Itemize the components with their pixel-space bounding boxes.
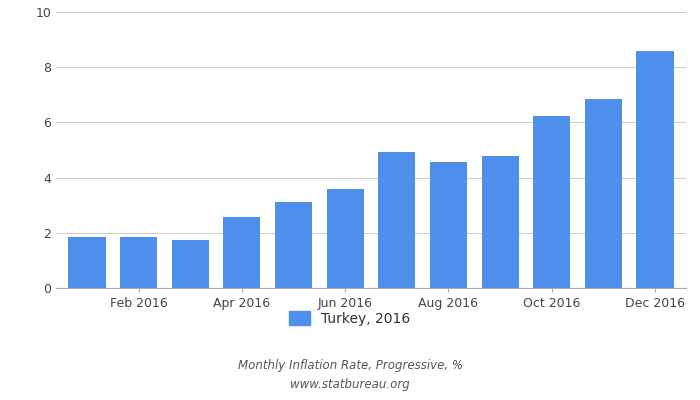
- Bar: [636, 52, 673, 288]
- Bar: [120, 237, 158, 288]
- Bar: [172, 240, 209, 288]
- Bar: [482, 156, 519, 288]
- Bar: [327, 189, 364, 288]
- Text: www.statbureau.org: www.statbureau.org: [290, 378, 410, 391]
- Bar: [430, 162, 467, 288]
- Bar: [69, 237, 106, 288]
- Bar: [584, 100, 622, 288]
- Bar: [275, 202, 312, 288]
- Text: Monthly Inflation Rate, Progressive, %: Monthly Inflation Rate, Progressive, %: [237, 360, 463, 372]
- Bar: [378, 152, 415, 288]
- Legend: Turkey, 2016: Turkey, 2016: [284, 305, 416, 331]
- Bar: [533, 116, 570, 288]
- Bar: [223, 217, 260, 288]
